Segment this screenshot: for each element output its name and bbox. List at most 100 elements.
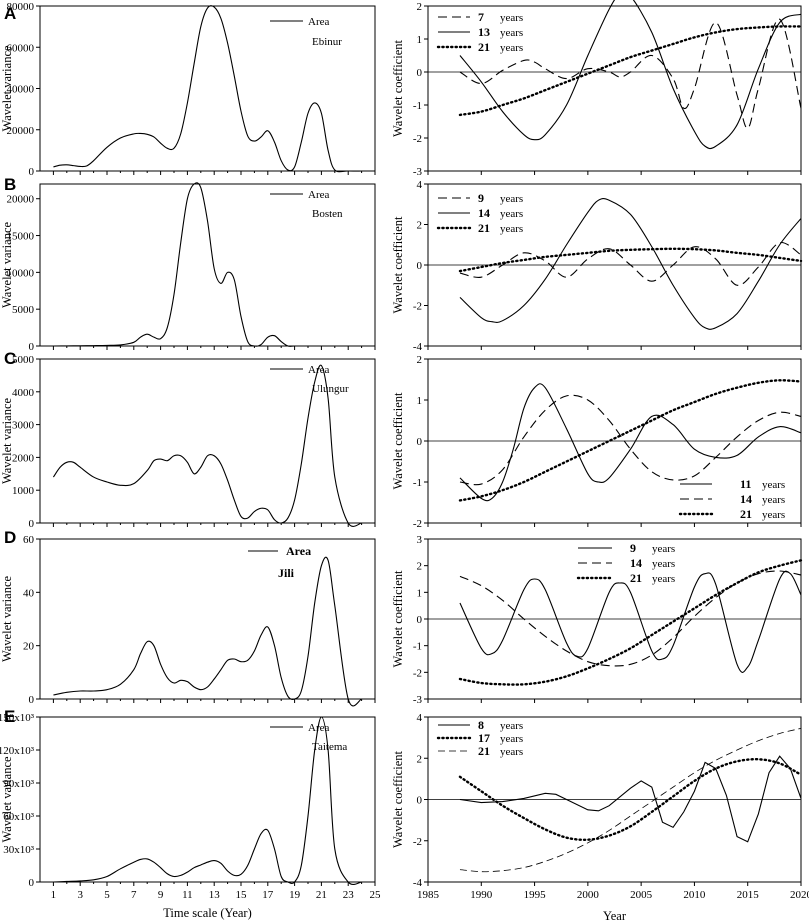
series-line-9-years — [459, 242, 802, 286]
y-tick-label: 40 — [23, 587, 35, 599]
area-variance-line — [52, 364, 362, 527]
y-tick-label: 20000 — [7, 125, 35, 137]
legend-years-word: years — [500, 12, 523, 24]
y-axis-label: Wavelet variance — [0, 45, 14, 132]
y-tick-label: -3 — [413, 694, 423, 706]
y-tick-label: 80000 — [7, 1, 35, 13]
x-tick-label: 2020 — [790, 889, 809, 901]
y-tick-label: 60 — [23, 534, 35, 546]
panel-A-right: -3 -2 -1 0 1 2 Wavelet coefficient 7 years 13 year… — [391, 0, 803, 178]
y-tick-label: 40000 — [7, 84, 35, 96]
panel-B-left: 0 5000 10000 15000 20000 Wavelet variance B Are… — [0, 175, 376, 353]
x-tick-label: 15 — [236, 889, 248, 901]
series-line-17-years — [458, 758, 803, 841]
x-axis-label: Time scale (Year) — [163, 906, 252, 920]
x-tick-label: 2005 — [630, 889, 653, 901]
y-tick-label: 4000 — [12, 387, 35, 399]
y-tick-label: 150x10³ — [0, 712, 35, 724]
y-tick-label: -2 — [413, 301, 422, 313]
series-line-13-years — [459, 0, 802, 150]
y-tick-label: 60x10³ — [3, 811, 35, 823]
legend-years-word: years — [500, 208, 523, 220]
y-tick-label: -2 — [413, 667, 422, 679]
legend-period-8: 8 — [478, 718, 484, 732]
y-tick-label: 0 — [29, 694, 35, 706]
y-tick-label: 5000 — [12, 354, 35, 366]
x-tick-label: 2010 — [683, 889, 706, 901]
plot-frame — [39, 716, 376, 883]
legend-years-word: years — [500, 223, 523, 235]
y-tick-label: 0 — [417, 614, 423, 626]
y-tick-label: 0 — [417, 260, 423, 272]
panel-E-right: -4 -2 0 2 4 1985 1990 1995 2000 2005 2010 2015 2020 W… — [391, 712, 809, 923]
legend-years-word: years — [762, 509, 785, 521]
x-tick-label: 1990 — [470, 889, 493, 901]
y-tick-label: 4 — [417, 712, 423, 724]
y-tick-label: -1 — [413, 641, 422, 653]
x-tick-label: 25 — [370, 889, 382, 901]
y-tick-label: 2000 — [12, 452, 35, 464]
legend-period-21: 21 — [740, 507, 752, 521]
x-tick-label: 21 — [316, 889, 327, 901]
area-variance-line — [53, 182, 362, 347]
series-line-14-years — [459, 394, 802, 486]
panel-letter: B — [4, 175, 16, 194]
area-variance-line — [53, 5, 362, 173]
y-axis-label: Wavelet coefficient — [391, 392, 405, 489]
plot-frame — [39, 538, 376, 700]
series-line-7-years — [459, 18, 802, 129]
legend-label-area: Area — [308, 722, 329, 734]
legend-period-17: 17 — [478, 731, 490, 745]
panel-letter: E — [4, 707, 15, 726]
lake-name: Taitema — [312, 741, 347, 753]
legend-years-word: years — [500, 42, 523, 54]
series-line-21-years — [458, 25, 803, 117]
x-tick-label: 13 — [209, 889, 221, 901]
panel-C-right: -2 -1 0 1 2 Wavelet coefficient 11 years 14 years… — [391, 354, 803, 530]
legend-period-7: 7 — [478, 10, 484, 24]
y-tick-label: 3000 — [12, 420, 35, 432]
y-axis-label: Wavelet coefficient — [391, 216, 405, 313]
y-axis-label: Wavelet variance — [0, 756, 14, 843]
legend-years-word: years — [500, 720, 523, 732]
x-tick-label: 23 — [343, 889, 355, 901]
x-tick-label: 11 — [182, 889, 193, 901]
legend-years-word: years — [652, 558, 675, 570]
legend-period-9: 9 — [630, 541, 636, 555]
y-tick-label: 1 — [417, 395, 423, 407]
x-tick-label: 17 — [262, 889, 274, 901]
legend-period-21: 21 — [478, 744, 490, 758]
x-tick-label: 1995 — [524, 889, 547, 901]
x-tick-label: 19 — [289, 889, 301, 901]
y-tick-label: 0 — [417, 436, 423, 448]
plot-frame — [39, 358, 376, 524]
legend-label-area: Area — [308, 16, 329, 28]
lake-name: Ebinur — [312, 36, 342, 48]
y-tick-label: -2 — [413, 836, 422, 848]
x-tick-label: 3 — [77, 889, 83, 901]
y-tick-label: 2 — [417, 1, 423, 13]
panel-letter: C — [4, 349, 16, 368]
legend-period-11: 11 — [740, 477, 751, 491]
y-tick-label: 90x10³ — [3, 778, 35, 790]
legend-period-14: 14 — [478, 206, 490, 220]
y-tick-label: 5000 — [12, 304, 35, 316]
series-line-21-years — [458, 379, 803, 502]
x-tick-label: 1985 — [417, 889, 440, 901]
y-tick-label: -2 — [413, 133, 422, 145]
y-tick-label: 20 — [23, 641, 35, 653]
legend-period-14: 14 — [630, 556, 642, 570]
legend-years-word: years — [500, 193, 523, 205]
legend-years-word: years — [652, 543, 675, 555]
y-tick-label: -2 — [413, 518, 422, 530]
y-tick-label: 0 — [29, 518, 35, 530]
legend-period-9: 9 — [478, 191, 484, 205]
panel-letter: A — [4, 4, 16, 23]
legend-label-area: Area — [308, 189, 329, 201]
panel-D-left: 0 20 40 60 Wavelet variance D Area Jili — [0, 528, 376, 707]
y-tick-label: -4 — [413, 877, 423, 889]
panel-C-left: 0 1000 2000 3000 4000 5000 Wavelet variance C Ar… — [0, 349, 376, 530]
y-tick-label: 0 — [417, 795, 423, 807]
